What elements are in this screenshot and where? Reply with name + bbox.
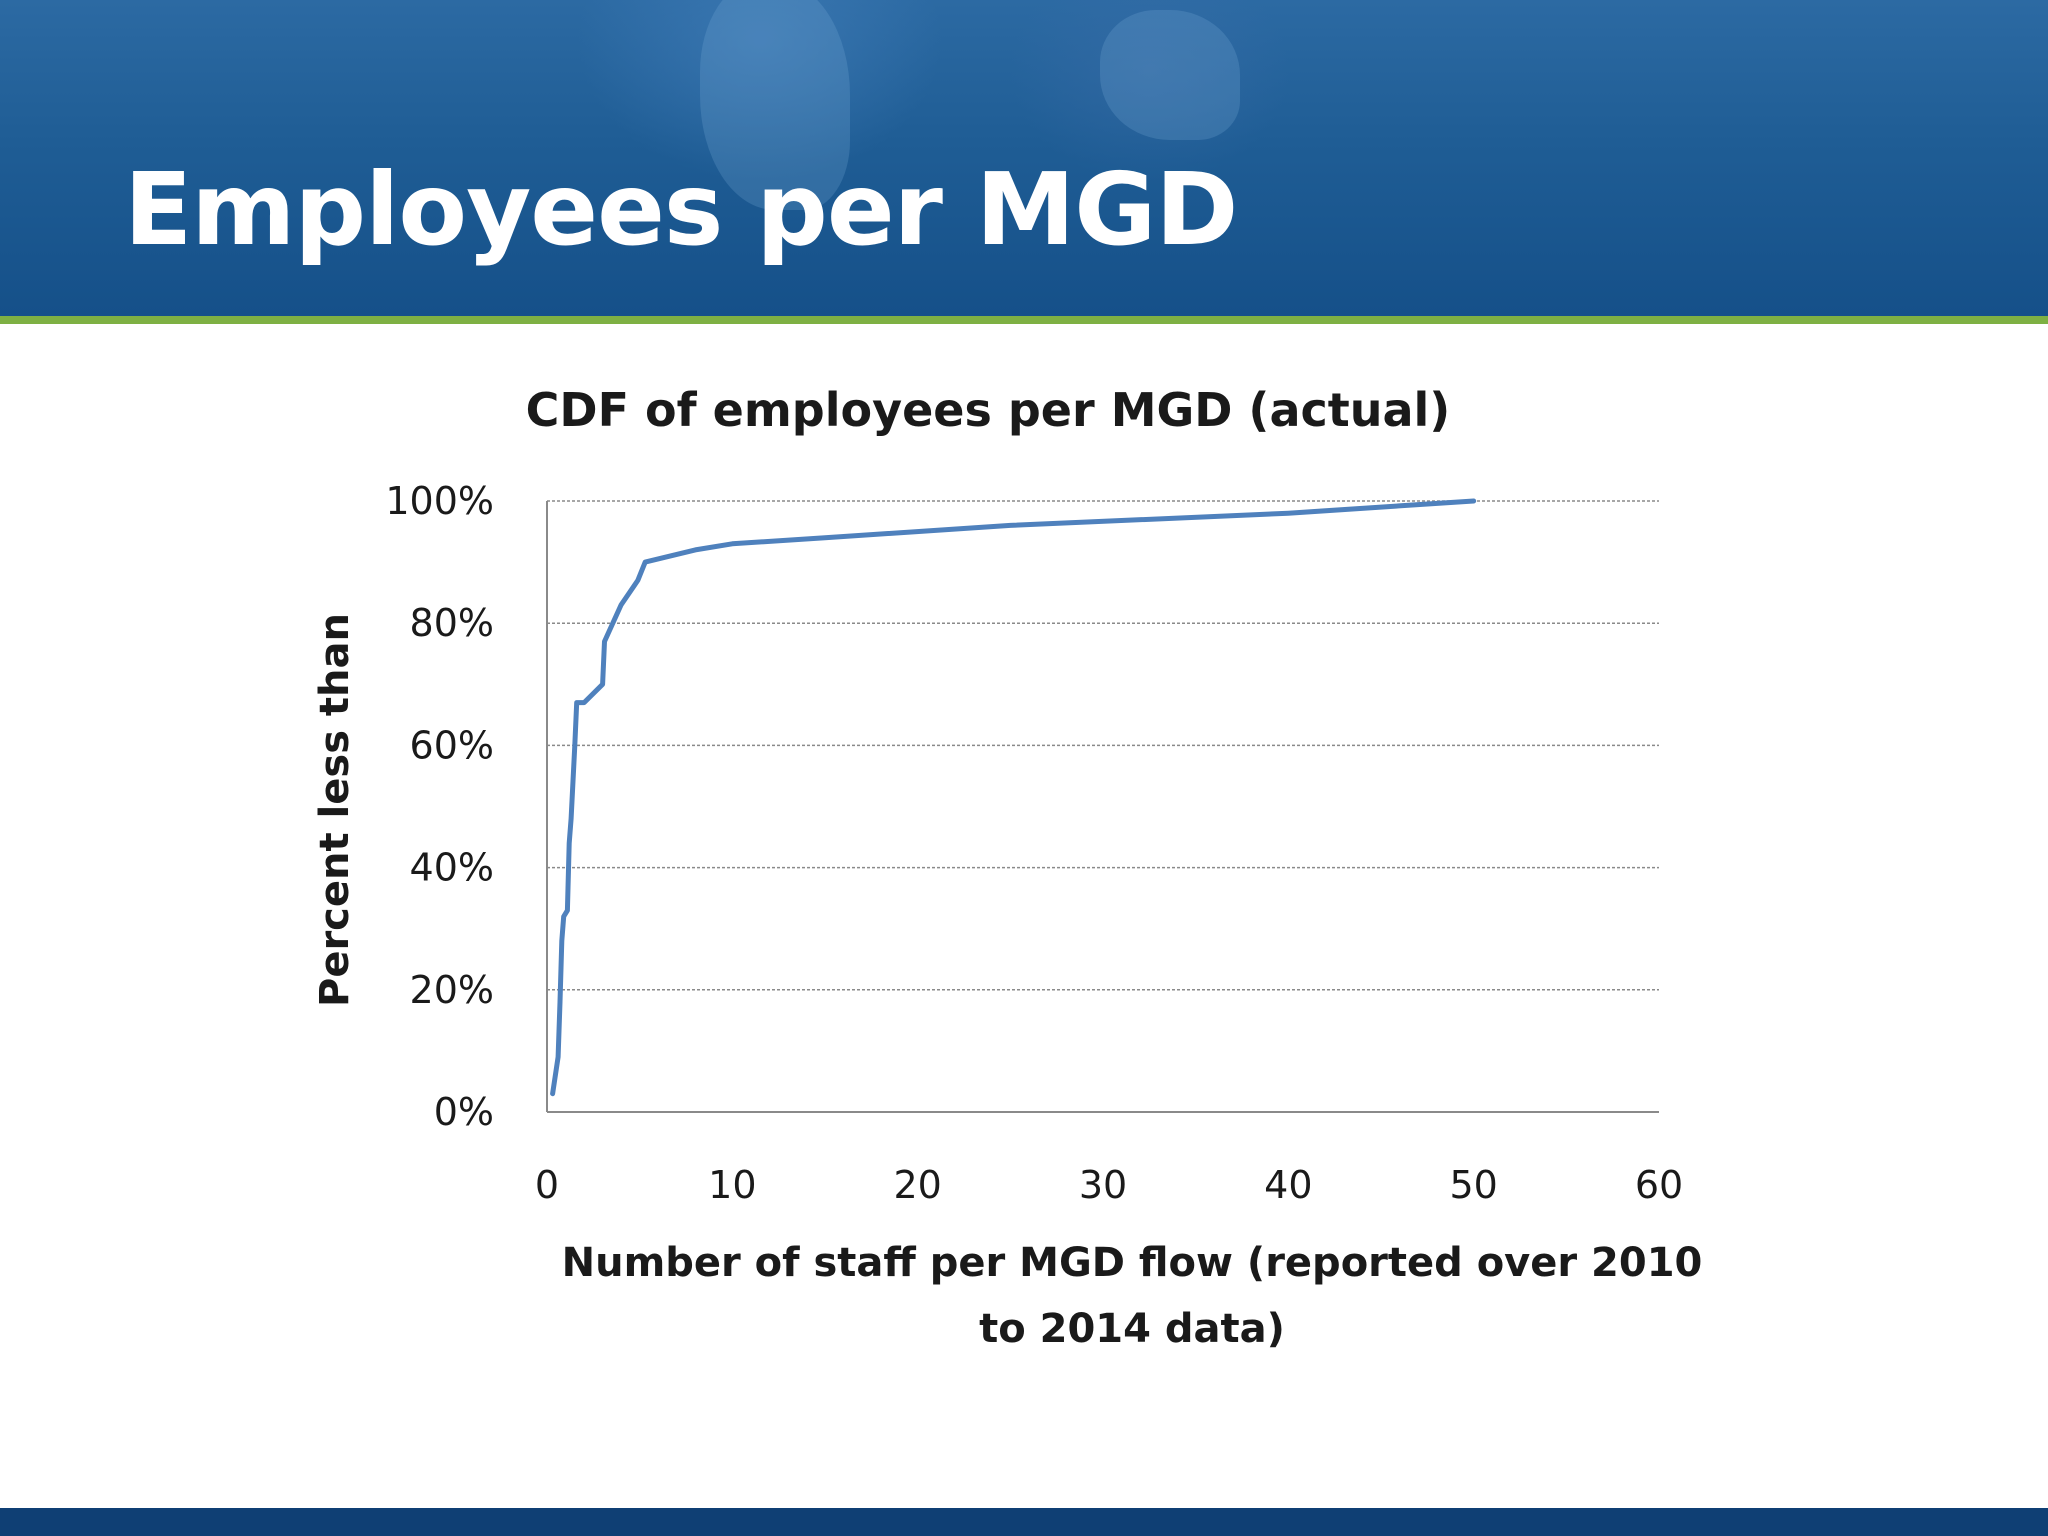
x-axis-label-line-2: to 2014 data)	[979, 1306, 1285, 1352]
x-tick-label: 40	[1264, 1163, 1312, 1207]
x-tick-label: 20	[893, 1163, 941, 1207]
x-tick-label: 30	[1079, 1163, 1127, 1207]
background-figure	[1100, 10, 1240, 140]
header-banner: Employees per MGD	[0, 0, 2048, 316]
x-tick-label: 0	[535, 1163, 559, 1207]
y-tick-label: 0%	[434, 1090, 494, 1134]
footer-bar	[0, 1508, 2048, 1536]
chart-title: CDF of employees per MGD (actual)	[526, 383, 1451, 437]
x-tick-label: 10	[708, 1163, 756, 1207]
y-tick-label: 80%	[410, 601, 494, 645]
x-tick-label: 50	[1449, 1163, 1497, 1207]
x-tick-label: 60	[1635, 1163, 1683, 1207]
x-tick-labels: 0 10 20 30 40 50 60	[535, 1163, 1683, 1207]
y-axis-label: Percent less than	[312, 613, 358, 1007]
y-tick-labels: 0% 20% 40% 60% 80% 100%	[385, 479, 494, 1134]
x-axis-label-line-1: Number of staff per MGD flow (reported o…	[562, 1240, 1703, 1286]
accent-divider	[0, 316, 2048, 324]
axes	[546, 501, 1659, 1113]
y-tick-label: 40%	[410, 846, 494, 890]
grid-lines	[547, 500, 1659, 991]
background-figure	[700, 0, 850, 210]
y-tick-label: 20%	[410, 968, 494, 1012]
slide-title: Employees per MGD	[124, 151, 1238, 268]
y-tick-label: 100%	[385, 479, 494, 523]
y-tick-label: 60%	[410, 723, 494, 767]
cdf-series-line	[550, 498, 1477, 1097]
